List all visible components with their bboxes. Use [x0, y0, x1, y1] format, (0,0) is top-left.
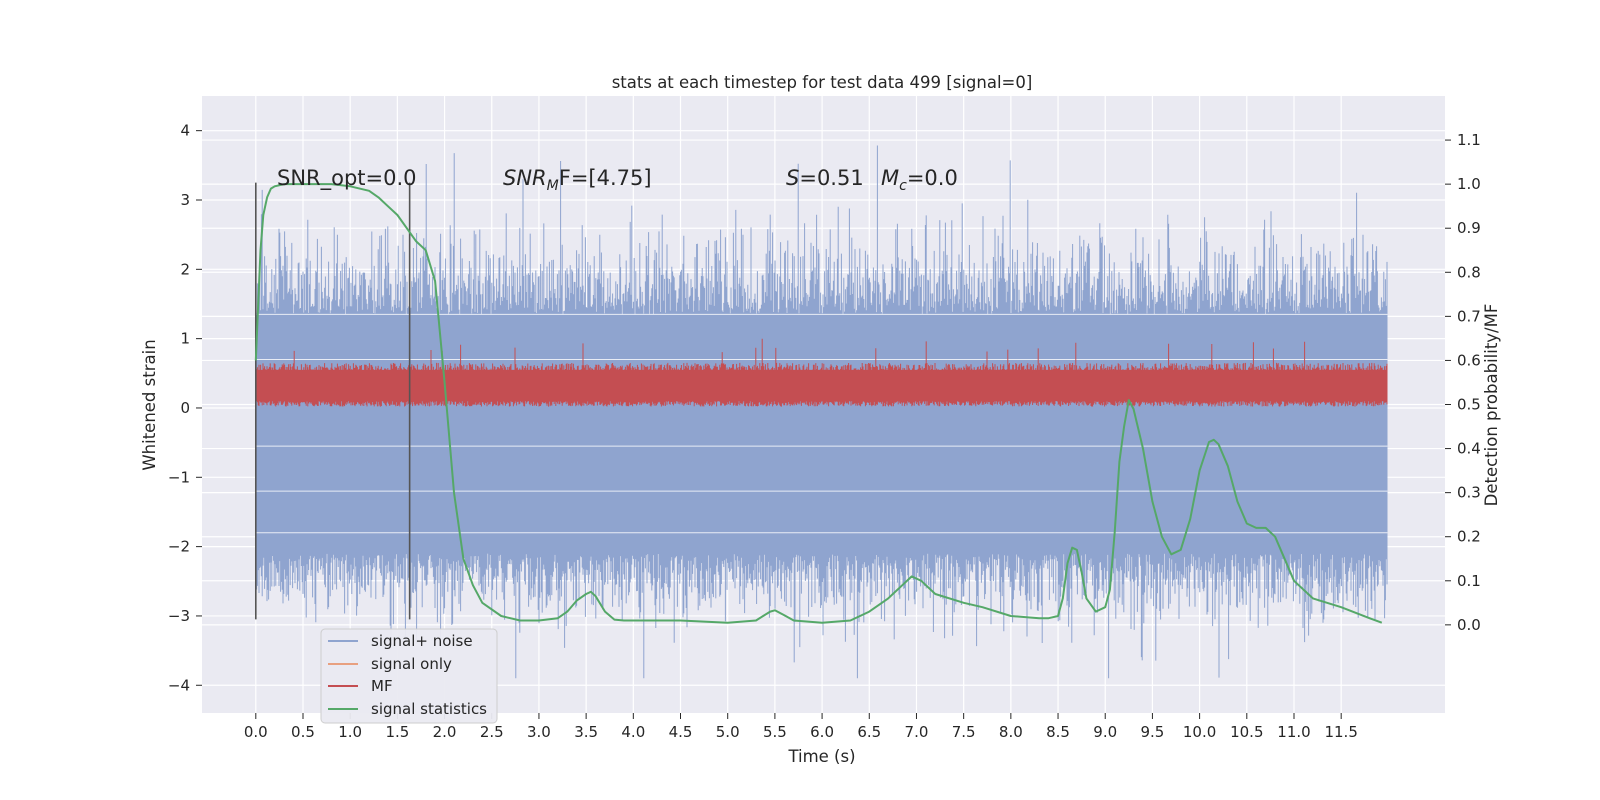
y-tick-label: 0 — [180, 399, 190, 417]
legend-label-signal-noise: signal+ noise — [371, 632, 473, 650]
y-tick-label: −1 — [168, 468, 190, 486]
x-tick-label: 11.5 — [1324, 723, 1357, 741]
x-tick-label: 6.5 — [857, 723, 881, 741]
y2-tick-label: 0.1 — [1457, 572, 1481, 590]
y-tick-label: −3 — [168, 607, 190, 625]
legend-label-signal-only: signal only — [371, 655, 452, 673]
signal-statistics-series — [254, 183, 1383, 624]
x-tick-label: 8.5 — [1046, 723, 1070, 741]
y2-tick-label: 0.3 — [1457, 484, 1481, 502]
y-axis-label: Whitened strain — [140, 339, 159, 470]
y2-tick-label: 0.5 — [1457, 396, 1481, 414]
y2-tick-label: 0.0 — [1457, 616, 1481, 634]
y2-tick-label: 0.6 — [1457, 351, 1481, 369]
y-tick-label: 3 — [180, 191, 190, 209]
x-tick-label: 3.5 — [574, 723, 598, 741]
y2-tick-label: 0.9 — [1457, 219, 1481, 237]
y2-tick-label: 0.7 — [1457, 307, 1481, 325]
x-tick-label: 2.5 — [480, 723, 504, 741]
vertical-markers — [254, 182, 411, 620]
y2-axis-ticks: 1.1 1.0 0.9 0.8 0.7 0.6 0.5 0.4 0.3 0.2 0.1 0.0 — [1445, 131, 1481, 634]
y2-axis-label: Detection probability/MF — [1482, 304, 1501, 507]
x-axis-ticks: 0.0 0.5 1.0 1.5 2.0 2.5 3.0 3.5 4.0 4.5 5.0 5.5 6.0 6… — [244, 713, 1358, 741]
legend-label-mf: MF — [371, 677, 393, 695]
signal-noise-series — [255, 145, 1388, 679]
y2-tick-label: 1.1 — [1457, 131, 1481, 149]
annotation-mc: Mc=0.0 — [881, 166, 958, 194]
x-tick-label: 4.0 — [621, 723, 645, 741]
x-tick-label: 4.5 — [669, 723, 693, 741]
annotation-snr-mf-main: SNR — [503, 166, 547, 190]
annotation-snr-mf-sub: M — [547, 178, 559, 194]
x-tick-label: 1.0 — [338, 723, 362, 741]
annotation-mc-main: M — [881, 166, 899, 190]
annotation-snr-mf-rest: F=[4.75] — [559, 166, 652, 190]
chart-title: stats at each timestep for test data 499… — [612, 73, 1033, 92]
x-tick-label: 10.0 — [1183, 723, 1216, 741]
y2-tick-label: 0.8 — [1457, 263, 1481, 281]
x-tick-label: 5.0 — [716, 723, 740, 741]
x-tick-label: 9.0 — [1093, 723, 1117, 741]
x-tick-label: 7.5 — [952, 723, 976, 741]
annotation-snr-opt: SNR_opt=0.0 — [277, 166, 417, 191]
x-axis-label: Time (s) — [787, 747, 855, 766]
annotation-mc-sub: c — [899, 178, 907, 194]
legend-label-signal-statistics: signal statistics — [371, 700, 487, 718]
x-tick-label: 3.0 — [527, 723, 551, 741]
annotation-mc-rest: =0.0 — [907, 166, 958, 190]
y-tick-label: −4 — [168, 676, 190, 694]
x-tick-label: 6.0 — [810, 723, 834, 741]
legend: signal+ noise signal only MF signal stat… — [320, 628, 498, 724]
x-tick-label: 7.0 — [905, 723, 929, 741]
y-tick-label: 1 — [180, 330, 190, 348]
y-tick-label: 4 — [180, 122, 190, 140]
y2-tick-label: 1.0 — [1457, 175, 1481, 193]
y-tick-label: −2 — [168, 538, 190, 556]
x-tick-label: 8.0 — [999, 723, 1023, 741]
x-tick-label: 0.5 — [291, 723, 315, 741]
x-tick-label: 9.5 — [1140, 723, 1164, 741]
annotation-s: S=0.51 — [786, 166, 864, 190]
x-tick-label: 1.5 — [385, 723, 409, 741]
signal-statistics-line — [254, 183, 1383, 624]
annotation-s-rest: =0.51 — [799, 166, 863, 190]
y-tick-label: 2 — [180, 260, 190, 278]
x-tick-label: 10.5 — [1230, 723, 1263, 741]
x-tick-label: 5.5 — [763, 723, 787, 741]
y-axis-ticks: 4 3 2 1 0 −1 −2 −3 −4 — [168, 122, 202, 694]
legend-box — [320, 628, 498, 724]
x-tick-label: 2.0 — [433, 723, 457, 741]
y2-tick-label: 0.4 — [1457, 440, 1481, 458]
y2-tick-label: 0.2 — [1457, 528, 1481, 546]
annotation-s-main: S — [786, 166, 799, 190]
x-tick-label: 0.0 — [244, 723, 268, 741]
x-tick-label: 11.0 — [1277, 723, 1310, 741]
annotation-snr-mf: SNRMF=[4.75] — [503, 166, 652, 194]
